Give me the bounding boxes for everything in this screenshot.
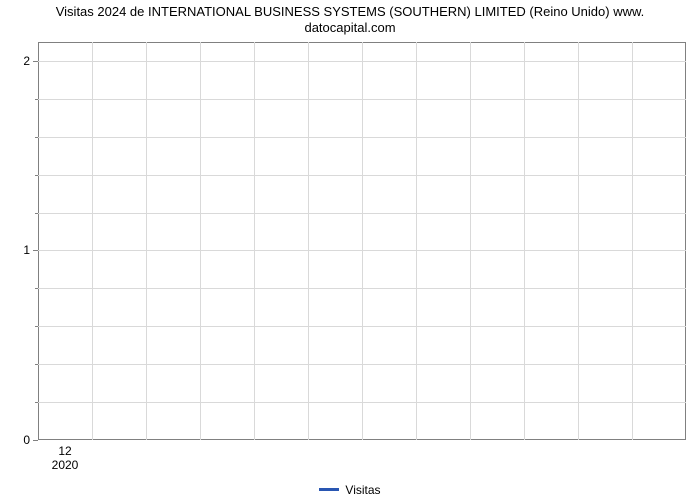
grid-vertical — [524, 42, 525, 440]
y-tick-label: 1 — [23, 243, 38, 257]
grid-vertical — [308, 42, 309, 440]
grid-vertical — [632, 42, 633, 440]
y-tick-minor — [35, 402, 38, 403]
grid-vertical — [362, 42, 363, 440]
plot-area: 012122020 — [38, 42, 686, 440]
y-tick-minor — [35, 175, 38, 176]
grid-vertical — [578, 42, 579, 440]
grid-vertical — [416, 42, 417, 440]
grid-vertical — [146, 42, 147, 440]
y-tick-minor — [35, 364, 38, 365]
chart-title-line1: Visitas 2024 de INTERNATIONAL BUSINESS S… — [56, 4, 645, 19]
grid-horizontal — [38, 137, 686, 138]
grid-vertical — [200, 42, 201, 440]
grid-horizontal — [38, 213, 686, 214]
chart-container: Visitas 2024 de INTERNATIONAL BUSINESS S… — [0, 0, 700, 500]
grid-horizontal — [38, 250, 686, 251]
y-tick-minor — [35, 137, 38, 138]
y-tick-label: 2 — [23, 54, 38, 68]
grid-horizontal — [38, 99, 686, 100]
grid-vertical — [92, 42, 93, 440]
grid-vertical — [254, 42, 255, 440]
x-tick-label: 122020 — [52, 440, 79, 473]
y-tick-minor — [35, 213, 38, 214]
grid-horizontal — [38, 61, 686, 62]
grid-horizontal — [38, 364, 686, 365]
grid-horizontal — [38, 326, 686, 327]
y-tick-minor — [35, 288, 38, 289]
grid-horizontal — [38, 402, 686, 403]
y-tick-minor — [35, 99, 38, 100]
chart-title: Visitas 2024 de INTERNATIONAL BUSINESS S… — [0, 4, 700, 37]
grid-horizontal — [38, 288, 686, 289]
grid-vertical — [470, 42, 471, 440]
chart-title-line2: datocapital.com — [304, 20, 395, 35]
y-tick-minor — [35, 326, 38, 327]
grid-horizontal — [38, 175, 686, 176]
legend: Visitas — [0, 482, 700, 497]
y-tick-label: 0 — [23, 433, 38, 447]
legend-label: Visitas — [345, 483, 380, 497]
legend-swatch — [319, 488, 339, 491]
